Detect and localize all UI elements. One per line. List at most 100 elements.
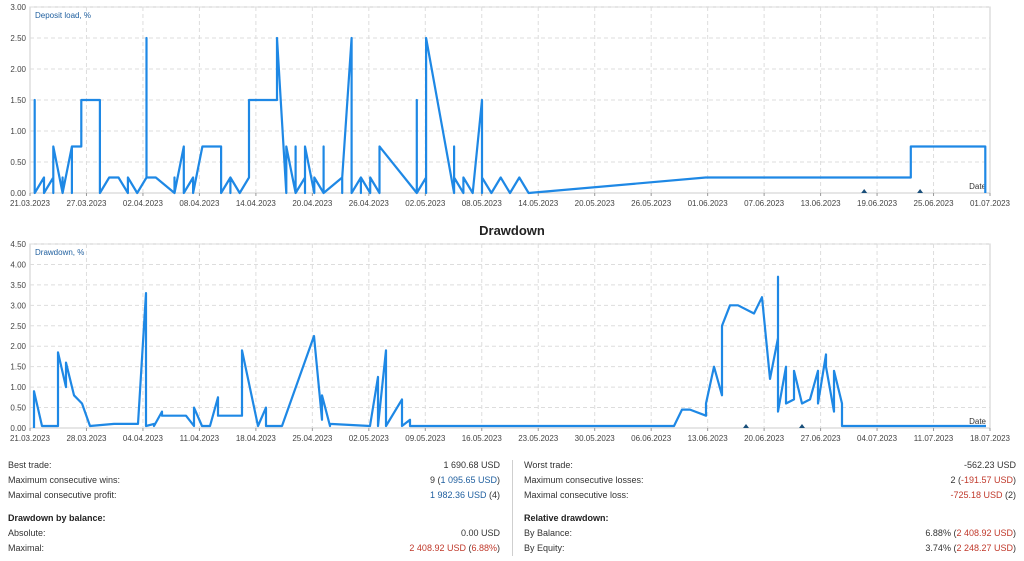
x-tick-label: 02.04.2023: [123, 199, 164, 208]
x-tick-label: 13.06.2023: [688, 434, 729, 442]
best-trade-value: 1 690.68 USD: [443, 460, 500, 470]
stats-left-column: Best trade: 1 690.68 USD Maximum consecu…: [8, 458, 500, 556]
drawdown-by-balance-heading: Drawdown by balance:: [8, 511, 500, 526]
x-tick-label: 11.07.2023: [914, 434, 954, 442]
by-equity-amount: 2 248.27 USD: [956, 543, 1013, 553]
y-tick-label: 4.00: [10, 260, 26, 269]
best-trade-label: Best trade:: [8, 460, 52, 470]
x-tick-label: 08.04.2023: [179, 199, 220, 208]
by-equity-value: 3.74% (2 248.27 USD): [925, 543, 1016, 553]
maximal-drawdown-value: 2 408.92 USD (6.88%): [409, 543, 500, 553]
y-tick-label: 3.00: [10, 3, 26, 12]
y-tick-label: 1.50: [10, 96, 26, 105]
y-tick-label: 3.50: [10, 281, 26, 290]
drawdown-chart: 0.00 0.50 1.00 1.50 2.00 2.50 3.00 3.50 4.00 4.50…: [10, 240, 1011, 442]
y-tick-label: 2.50: [10, 34, 26, 43]
absolute-drawdown-label: Absolute:: [8, 528, 46, 538]
by-equity-pct: 3.74%: [925, 543, 951, 553]
deposit-load-chart: 0.00 0.50 1.00 1.50 2.00 2.50 3.00 21.03.2023 27…: [10, 3, 1011, 208]
x-tick-label: 16.05.2023: [462, 434, 503, 442]
absolute-drawdown-value: 0.00 USD: [460, 528, 500, 538]
absolute-drawdown-row: Absolute: 0.00 USD: [8, 526, 500, 541]
x-tick-label: 01.06.2023: [688, 199, 729, 208]
y-tick-label: 0.50: [10, 158, 26, 167]
x-tick-label: 21.03.2023: [10, 199, 51, 208]
x-tick-label: 04.07.2023: [857, 434, 898, 442]
by-balance-value: 6.88% (2 408.92 USD): [925, 528, 1016, 538]
drawdown-chart-title: Drawdown: [479, 223, 545, 238]
deal-marker: [743, 424, 749, 428]
x-tick-label: 01.07.2023: [970, 199, 1011, 208]
x-tick-label: 18.07.2023: [970, 434, 1011, 442]
x-tick-label: 04.04.2023: [123, 434, 164, 442]
deal-marker: [799, 424, 805, 428]
x-tick-label: 28.03.2023: [66, 434, 107, 442]
y-tick-label: 2.00: [10, 342, 26, 351]
worst-trade-label: Worst trade:: [524, 460, 573, 470]
x-tick-label: 20.04.2023: [292, 199, 333, 208]
x-tick-label: 30.05.2023: [575, 434, 616, 442]
series-legend-label: Deposit load, %: [35, 11, 91, 20]
y-tick-label: 0.00: [10, 424, 26, 433]
x-tick-label: 02.05.2023: [349, 434, 390, 442]
deal-marker: [861, 189, 868, 193]
x-tick-label: 11.04.2023: [180, 434, 220, 442]
maximal-drawdown-row: Maximal: 2 408.92 USD (6.88%): [8, 541, 500, 556]
series-legend-label: Drawdown, %: [35, 248, 84, 257]
max-consecutive-losses-count: 2: [950, 475, 956, 485]
max-consecutive-wins-label: Maximum consecutive wins:: [8, 475, 121, 485]
by-equity-row: By Equity: 3.74% (2 248.27 USD): [524, 541, 1016, 556]
x-tick-label: 20.05.2023: [575, 199, 616, 208]
maximal-consecutive-loss-amount: -725.18 USD: [950, 490, 1003, 500]
x-tick-label: 23.05.2023: [518, 434, 559, 442]
maximal-consecutive-loss-value: -725.18 USD (2): [950, 490, 1016, 500]
by-equity-label: By Equity:: [524, 543, 565, 553]
max-consecutive-losses-label: Maximum consecutive losses:: [524, 475, 644, 485]
y-tick-label: 1.50: [10, 363, 26, 372]
x-tick-label: 27.03.2023: [66, 199, 107, 208]
x-tick-label: 02.05.2023: [405, 199, 446, 208]
x-tick-label: 26.04.2023: [349, 199, 390, 208]
x-tick-label: 27.06.2023: [801, 434, 842, 442]
by-balance-amount: 2 408.92 USD: [956, 528, 1013, 538]
drawdown-by-balance-title: Drawdown by balance:: [8, 513, 106, 523]
maximal-drawdown-pct: 6.88%: [471, 543, 497, 553]
max-consecutive-wins-count: 9: [429, 475, 435, 485]
maximal-drawdown-label: Maximal:: [8, 543, 45, 553]
x-tick-label: 18.04.2023: [236, 434, 277, 442]
by-balance-row: By Balance: 6.88% (2 408.92 USD): [524, 526, 1016, 541]
maximal-consecutive-loss-label: Maximal consecutive loss:: [524, 490, 629, 500]
x-tick-label: 14.05.2023: [518, 199, 559, 208]
y-tick-label: 0.00: [10, 189, 26, 198]
x-axis-label: Date: [969, 182, 986, 191]
series-line-0: [32, 275, 986, 428]
by-balance-label: By Balance:: [524, 528, 573, 538]
stats-divider: [512, 460, 513, 556]
maximal-consecutive-loss-row: Maximal consecutive loss: -725.18 USD (2…: [524, 488, 1016, 503]
y-tick-label: 1.00: [10, 127, 26, 136]
worst-trade-value: -562.23 USD: [963, 460, 1016, 470]
best-trade-row: Best trade: 1 690.68 USD: [8, 458, 500, 473]
x-tick-label: 21.03.2023: [10, 434, 51, 442]
x-axis-label: Date: [969, 417, 986, 426]
maximal-consecutive-profit-amount: 1 982.36 USD: [429, 490, 487, 500]
x-tick-label: 25.06.2023: [914, 199, 955, 208]
trade-statistics: Best trade: 1 690.68 USD Maximum consecu…: [0, 458, 1024, 561]
x-tick-label: 19.06.2023: [857, 199, 898, 208]
worst-trade-row: Worst trade: -562.23 USD: [524, 458, 1016, 473]
maximal-consecutive-profit-label: Maximal consecutive profit:: [8, 490, 117, 500]
x-tick-label: 26.05.2023: [631, 199, 672, 208]
x-tick-label: 08.05.2023: [462, 199, 503, 208]
relative-drawdown-title: Relative drawdown:: [524, 513, 609, 523]
plot-area: [29, 243, 991, 429]
x-tick-label: 09.05.2023: [405, 434, 446, 442]
x-tick-label: 06.06.2023: [631, 434, 672, 442]
stats-right-column: Worst trade: -562.23 USD Maximum consecu…: [524, 458, 1016, 556]
maximal-consecutive-profit-row: Maximal consecutive profit: 1 982.36 USD…: [8, 488, 500, 503]
max-consecutive-losses-amount: -191.57 USD: [960, 475, 1013, 485]
series-line-0: [33, 36, 987, 195]
y-tick-label: 2.50: [10, 322, 26, 331]
y-tick-label: 1.00: [10, 383, 26, 392]
maximal-consecutive-profit-value: 1 982.36 USD (4): [429, 490, 500, 500]
max-consecutive-wins-row: Maximum consecutive wins: 9 (1 095.65 US…: [8, 473, 500, 488]
